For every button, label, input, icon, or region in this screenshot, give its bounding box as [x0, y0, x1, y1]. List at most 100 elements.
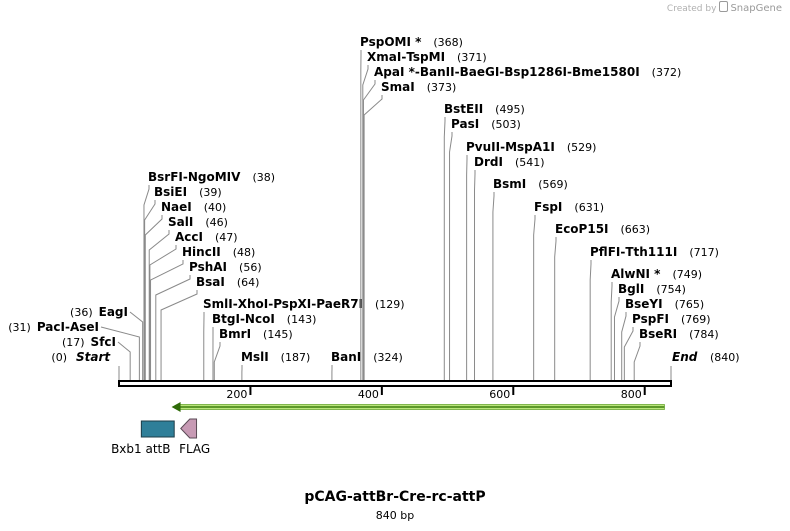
site-name: PshAI — [189, 260, 227, 274]
restriction-site: BsmI (569) — [492, 177, 568, 380]
restriction-site: NaeI (40) — [144, 200, 227, 380]
site-name-separator: - — [500, 140, 505, 154]
site-leader — [363, 95, 383, 380]
restriction-site: BanI (324) — [331, 350, 403, 380]
site-position: (129) — [375, 298, 405, 311]
ruler-tick-label: 600 — [489, 388, 510, 401]
site-position: (541) — [515, 156, 545, 169]
ruler-tick-label: 400 — [358, 388, 379, 401]
restriction-site: SmaI (373) — [363, 80, 457, 380]
site-name-separator: - — [499, 65, 504, 79]
site-name: ApaI * — [374, 65, 416, 79]
site-name: NaeI — [161, 200, 192, 214]
site-name: BanI — [331, 350, 361, 364]
feature: FLAG — [179, 418, 210, 456]
site-name: SmaI — [381, 80, 415, 94]
restriction-site: PasI (503) — [449, 117, 521, 380]
site-name: BaeGI — [460, 65, 500, 79]
site-name: PflFI — [590, 245, 620, 259]
restriction-site: (31) PacI - AseI — [8, 320, 140, 380]
site-name: Bme1580I — [572, 65, 640, 79]
site-position: (765) — [675, 298, 705, 311]
site-name: BmrI — [219, 327, 251, 341]
restriction-site: PspOMI * (368) — [360, 35, 463, 380]
site-position: (64) — [237, 276, 260, 289]
site-position: (47) — [215, 231, 238, 244]
snapgene-credit: Created by SnapGene — [667, 1, 782, 14]
credit-prefix: Created by — [666, 4, 717, 14]
site-leader — [492, 192, 495, 380]
site-name: SfcI — [91, 335, 116, 349]
restriction-site: BstEII (495) — [443, 102, 525, 380]
site-name-separator: - — [455, 65, 460, 79]
site-position: (48) — [233, 246, 256, 259]
restriction-site: EcoP15I (663) — [554, 222, 650, 380]
feature: Cre — [171, 389, 665, 412]
restriction-site: PvuII - MspA1I (529) — [466, 140, 596, 380]
restriction-site: (17) SfcI — [62, 335, 131, 380]
site-position: (784) — [689, 328, 719, 341]
site-name: AlwNI * — [611, 267, 661, 281]
site-name: BseYI — [625, 297, 663, 311]
site-name-separator: - — [65, 320, 70, 334]
restriction-site: AlwNI * (749) — [610, 267, 702, 380]
restriction-site: ApaI * - BanII - BaeGI - Bsp1286I - Bme1580I (372… — [362, 65, 682, 380]
site-leader — [160, 290, 198, 380]
restriction-site: DrdI (541) — [474, 155, 545, 380]
site-position: (495) — [495, 103, 525, 116]
site-name: BseRI — [639, 327, 677, 341]
site-name: AseI — [70, 320, 99, 334]
site-name: TspMI — [406, 50, 445, 64]
site-name: BsaI — [196, 275, 225, 289]
restriction-site: PshAI (56) — [155, 260, 262, 380]
site-name-separator: - — [233, 297, 238, 311]
site-name-separator: - — [240, 312, 245, 326]
site-name: BsiEI — [154, 185, 187, 199]
site-leader — [589, 260, 592, 380]
site-position: (754) — [656, 283, 686, 296]
site-position: (373) — [427, 81, 457, 94]
restriction-site: BseYI (765) — [621, 297, 705, 380]
site-name: PspOMI * — [360, 35, 422, 49]
site-position: (503) — [491, 118, 521, 131]
site-position: (749) — [672, 268, 702, 281]
site-position: (56) — [239, 261, 262, 274]
restriction-site: (36) EagI — [70, 305, 144, 380]
site-leader — [129, 311, 144, 380]
site-position: (38) — [252, 171, 275, 184]
site-leader — [117, 341, 131, 380]
site-position: (187) — [281, 351, 311, 364]
site-name: XmaI — [367, 50, 401, 64]
site-name: EcoP15I — [555, 222, 609, 236]
credit-brand: SnapGene — [730, 3, 782, 14]
site-leader — [610, 282, 613, 380]
restriction-site: MslI (187) — [241, 350, 310, 380]
feature-label: Bxb1 attB — [111, 442, 170, 456]
restriction-site: AccI (47) — [149, 230, 238, 380]
site-name-separator: - — [567, 65, 572, 79]
site-name-separator: - — [183, 170, 188, 184]
site-position: (40) — [204, 201, 227, 214]
site-leader — [144, 215, 163, 380]
map-length: 840 bp — [375, 509, 415, 522]
bxb1-attb-box — [140, 420, 175, 438]
site-position: (36) — [70, 306, 93, 319]
site-leader — [449, 132, 453, 380]
restriction-site: PflFI - Tth111I (717) — [589, 245, 719, 380]
site-name: BanII — [420, 65, 455, 79]
feature-label: FLAG — [179, 442, 210, 456]
site-name-separator: - — [311, 297, 316, 311]
site-name: NcoI — [245, 312, 275, 326]
site-name-separator: - — [415, 65, 420, 79]
site-name: PaeR7I — [316, 297, 363, 311]
site-leader — [213, 342, 221, 380]
restriction-site: BmrI (145) — [213, 327, 293, 380]
feature-label: Cre — [409, 389, 428, 402]
site-name: BglI — [618, 282, 644, 296]
site-name: HincII — [182, 245, 221, 259]
site-name: SmlI — [203, 297, 233, 311]
site-position: (372) — [652, 66, 682, 79]
site-leader — [613, 297, 620, 380]
site-leader — [554, 237, 557, 380]
restriction-site: PspFI (769) — [623, 312, 711, 380]
